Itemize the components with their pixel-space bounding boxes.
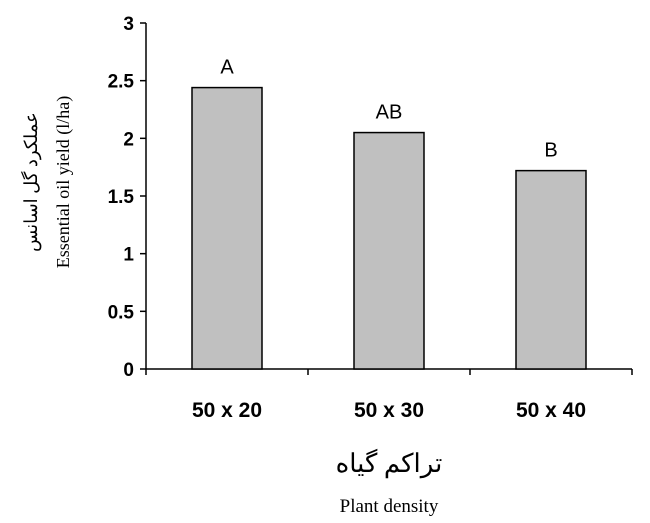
x-ticks xyxy=(145,369,633,375)
bar-data-label: AB xyxy=(376,102,403,124)
bar-3 xyxy=(515,169,587,370)
y-tick-label: 2.5 xyxy=(108,72,135,93)
bars: A AB B xyxy=(191,57,587,370)
x-tick-labels: 50 x 20 50 x 30 50 x 40 xyxy=(192,399,586,422)
bar-2 xyxy=(353,131,425,370)
x-tick-label: 50 x 40 xyxy=(516,399,586,422)
y-tick-label: 0.5 xyxy=(108,302,135,323)
y-tick-label: 1.5 xyxy=(108,187,135,208)
y-axis-title: Essential oil yield (l/ha) xyxy=(53,96,74,268)
bar-1 xyxy=(191,86,263,370)
y-axis-title-persian: عملکرد گل اسانس xyxy=(20,112,42,252)
x-axis-title: Plant density xyxy=(340,496,439,517)
bar-data-label: B xyxy=(544,140,557,162)
bar-data-label: A xyxy=(220,57,234,79)
x-tick-label: 50 x 30 xyxy=(354,399,424,422)
x-tick-label: 50 x 20 xyxy=(192,399,262,422)
y-tick-label: 0 xyxy=(123,360,134,381)
y-ticks: 0 0.5 1 1.5 2 2.5 3 xyxy=(108,14,146,381)
y-tick-label: 1 xyxy=(123,245,134,266)
y-tick-label: 2 xyxy=(123,129,134,150)
x-axis-title-persian: تراکم گیاه xyxy=(336,448,443,479)
y-tick-label: 3 xyxy=(123,14,134,35)
